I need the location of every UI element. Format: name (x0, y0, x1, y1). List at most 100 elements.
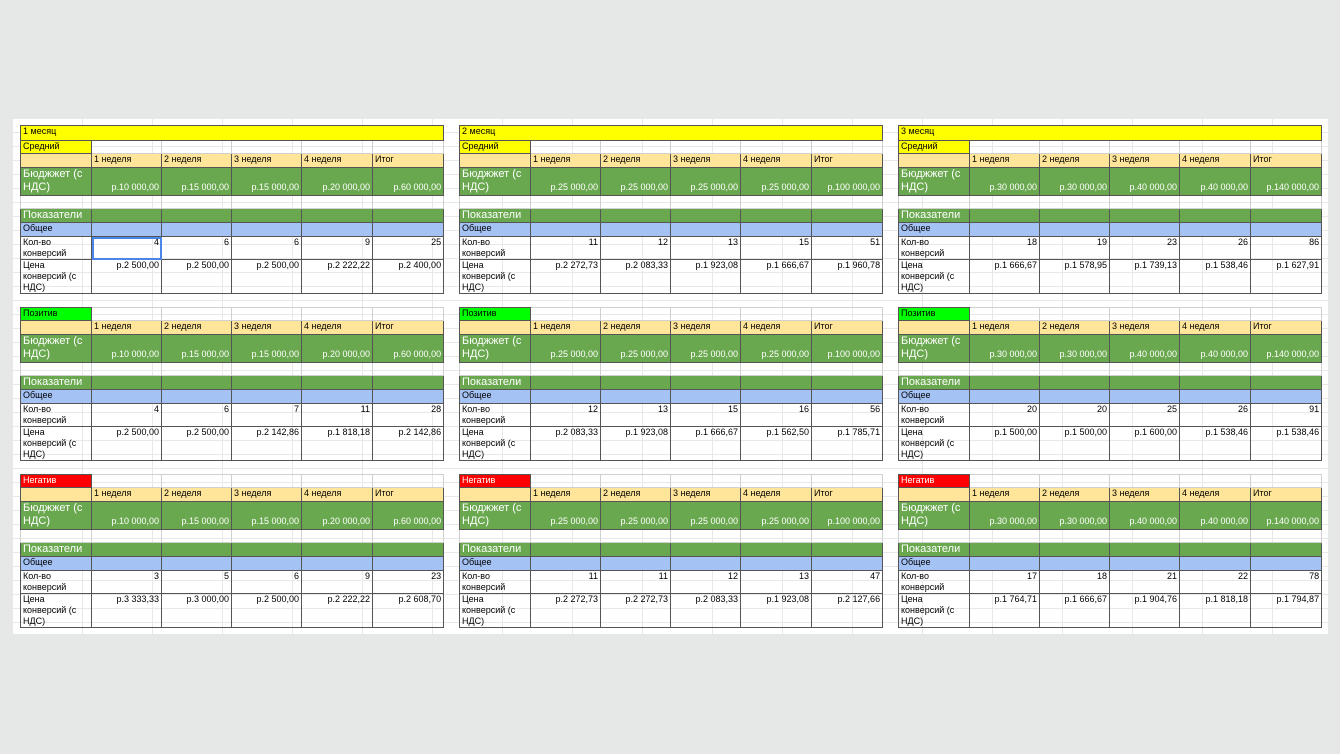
week-header-cell[interactable]: 4 неделя (301, 153, 373, 168)
week-header-cell[interactable]: 2 неделя (161, 153, 232, 168)
week-header-cell[interactable]: 4 неделя (301, 487, 373, 502)
header-blank-cell[interactable] (898, 320, 970, 335)
indicators-fill-cell[interactable] (530, 542, 601, 557)
budget-value-cell[interactable]: р.40 000,00 (1179, 167, 1251, 196)
budget-value-cell[interactable]: р.40 000,00 (1109, 501, 1180, 530)
conversions-value-cell[interactable]: 18 (969, 236, 1040, 260)
budget-value-cell[interactable]: р.25 000,00 (740, 167, 812, 196)
empty-cell[interactable] (600, 195, 671, 209)
indicators-fill-cell[interactable] (161, 208, 232, 223)
indicators-fill-cell[interactable] (969, 208, 1040, 223)
general-label-cell[interactable]: Общее (20, 222, 92, 237)
budget-label-cell[interactable]: Бюджжет (с НДС) (20, 167, 92, 196)
week-header-cell[interactable]: 2 неделя (1039, 320, 1110, 335)
budget-value-cell[interactable]: р.25 000,00 (740, 334, 812, 363)
indicators-label-cell[interactable]: Показатели (898, 542, 970, 557)
empty-cell[interactable] (530, 140, 601, 154)
indicators-label-cell[interactable]: Показатели (898, 375, 970, 390)
empty-cell[interactable] (1109, 362, 1180, 376)
conversions-value-cell[interactable]: 51 (810, 236, 884, 260)
general-fill-cell[interactable] (600, 389, 671, 404)
conversions-value-cell[interactable]: 15 (670, 403, 741, 427)
conversions-value-cell[interactable]: 13 (600, 403, 671, 427)
conversions-value-cell[interactable]: 19 (1039, 236, 1110, 260)
spacer-row[interactable] (899, 294, 1322, 308)
general-fill-cell[interactable] (670, 222, 741, 237)
conversions-value-cell[interactable]: 12 (600, 236, 671, 260)
week-header-cell[interactable]: 1 неделя (969, 487, 1040, 502)
price-value-cell[interactable]: р.1 785,71 (810, 426, 884, 461)
general-fill-cell[interactable] (91, 222, 162, 237)
indicators-fill-cell[interactable] (231, 375, 302, 390)
budget-label-cell[interactable]: Бюджжет (с НДС) (459, 501, 531, 530)
general-fill-cell[interactable] (161, 556, 232, 571)
general-fill-cell[interactable] (600, 222, 671, 237)
conversions-value-cell[interactable]: 56 (810, 403, 884, 427)
indicators-fill-cell[interactable] (1249, 375, 1323, 390)
week-header-cell[interactable]: 2 неделя (161, 320, 232, 335)
empty-cell[interactable] (91, 140, 162, 154)
indicators-label-cell[interactable]: Показатели (20, 375, 92, 390)
price-value-cell[interactable]: р.2 500,00 (231, 259, 302, 294)
conversions-value-cell[interactable]: 13 (670, 236, 741, 260)
general-fill-cell[interactable] (1109, 556, 1180, 571)
week-header-cell[interactable]: 2 неделя (161, 487, 232, 502)
indicators-fill-cell[interactable] (810, 208, 884, 223)
price-value-cell[interactable]: р.2 500,00 (161, 426, 232, 461)
empty-cell[interactable] (1249, 362, 1323, 376)
general-fill-cell[interactable] (231, 556, 302, 571)
conversions-value-cell[interactable]: 23 (1109, 236, 1180, 260)
week-header-cell[interactable]: Итог (810, 153, 884, 168)
budget-value-cell[interactable]: р.25 000,00 (530, 334, 601, 363)
empty-cell[interactable] (301, 195, 373, 209)
price-value-cell[interactable]: р.2 083,33 (600, 259, 671, 294)
price-value-cell[interactable]: р.1 562,50 (740, 426, 812, 461)
week-header-cell[interactable]: Итог (1249, 487, 1323, 502)
empty-cell[interactable] (371, 529, 445, 543)
budget-value-cell[interactable]: р.40 000,00 (1109, 167, 1180, 196)
general-fill-cell[interactable] (670, 389, 741, 404)
indicators-label-cell[interactable]: Показатели (20, 208, 92, 223)
price-label-cell[interactable]: Цена конверсий (с НДС) (20, 426, 92, 461)
spacer-row[interactable] (21, 294, 444, 308)
indicators-fill-cell[interactable] (670, 375, 741, 390)
empty-cell[interactable] (670, 140, 741, 154)
week-header-cell[interactable]: 1 неделя (91, 153, 162, 168)
price-value-cell[interactable]: р.1 960,78 (810, 259, 884, 294)
conversions-value-cell[interactable]: 7 (231, 403, 302, 427)
segment-label-cell[interactable]: Негатив (459, 474, 531, 488)
empty-cell[interactable] (371, 140, 445, 154)
conversions-value-cell[interactable]: 9 (301, 236, 373, 260)
price-value-cell[interactable]: р.1 818,18 (1179, 593, 1251, 628)
budget-value-cell[interactable]: р.15 000,00 (231, 167, 302, 196)
budget-value-cell[interactable]: р.140 000,00 (1249, 334, 1323, 363)
indicators-fill-cell[interactable] (301, 375, 373, 390)
budget-value-cell[interactable]: р.100 000,00 (810, 167, 884, 196)
general-fill-cell[interactable] (91, 556, 162, 571)
empty-cell[interactable] (1039, 529, 1110, 543)
week-header-cell[interactable]: 2 неделя (1039, 153, 1110, 168)
general-fill-cell[interactable] (810, 222, 884, 237)
budget-value-cell[interactable]: р.30 000,00 (1039, 334, 1110, 363)
budget-value-cell[interactable]: р.60 000,00 (371, 334, 445, 363)
budget-label-cell[interactable]: Бюджжет (с НДС) (898, 501, 970, 530)
indicators-fill-cell[interactable] (371, 375, 445, 390)
week-header-cell[interactable]: 2 неделя (600, 487, 671, 502)
empty-cell[interactable] (1109, 474, 1180, 488)
empty-cell[interactable] (600, 362, 671, 376)
empty-cell[interactable] (161, 474, 232, 488)
general-fill-cell[interactable] (1109, 389, 1180, 404)
price-label-cell[interactable]: Цена конверсий (с НДС) (898, 593, 970, 628)
general-fill-cell[interactable] (301, 556, 373, 571)
empty-cell[interactable] (670, 307, 741, 321)
budget-value-cell[interactable]: р.25 000,00 (740, 501, 812, 530)
conversions-label-cell[interactable]: Кол-во конверсий (898, 570, 970, 594)
conversions-value-cell[interactable]: 47 (810, 570, 884, 594)
conversions-value-cell[interactable]: 11 (530, 236, 601, 260)
general-fill-cell[interactable] (810, 389, 884, 404)
empty-cell[interactable] (1179, 474, 1251, 488)
price-value-cell[interactable]: р.1 538,46 (1179, 259, 1251, 294)
general-fill-cell[interactable] (91, 389, 162, 404)
week-header-cell[interactable]: 3 неделя (1109, 153, 1180, 168)
general-fill-cell[interactable] (1039, 222, 1110, 237)
